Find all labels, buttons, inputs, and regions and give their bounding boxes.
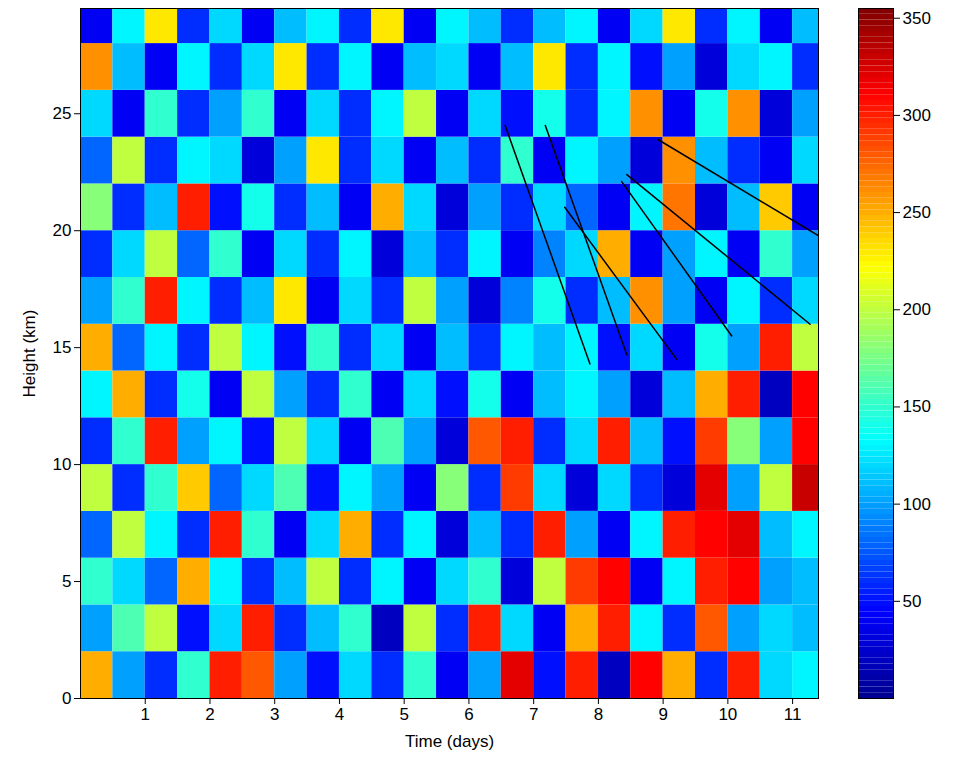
svg-text:2: 2: [205, 705, 214, 724]
svg-text:150: 150: [903, 397, 931, 416]
svg-text:20: 20: [53, 221, 72, 240]
svg-text:7: 7: [529, 705, 538, 724]
svg-text:5: 5: [62, 572, 71, 591]
svg-text:9: 9: [658, 705, 667, 724]
svg-text:10: 10: [53, 455, 72, 474]
svg-text:5: 5: [399, 705, 408, 724]
svg-text:350: 350: [903, 9, 931, 28]
svg-text:11: 11: [784, 705, 802, 724]
svg-text:50: 50: [903, 592, 922, 611]
svg-text:Height (km): Height (km): [20, 310, 39, 398]
svg-text:1: 1: [141, 705, 150, 724]
svg-text:0: 0: [62, 689, 71, 708]
svg-text:3: 3: [270, 705, 279, 724]
svg-text:10: 10: [718, 705, 737, 724]
svg-text:200: 200: [903, 300, 931, 319]
svg-text:Time (days): Time (days): [405, 732, 494, 751]
svg-text:300: 300: [903, 106, 931, 125]
svg-text:100: 100: [903, 495, 931, 514]
svg-text:25: 25: [53, 104, 72, 123]
svg-text:6: 6: [464, 705, 473, 724]
svg-text:8: 8: [594, 705, 603, 724]
svg-text:4: 4: [335, 705, 344, 724]
svg-text:250: 250: [903, 203, 931, 222]
svg-text:15: 15: [53, 338, 72, 357]
